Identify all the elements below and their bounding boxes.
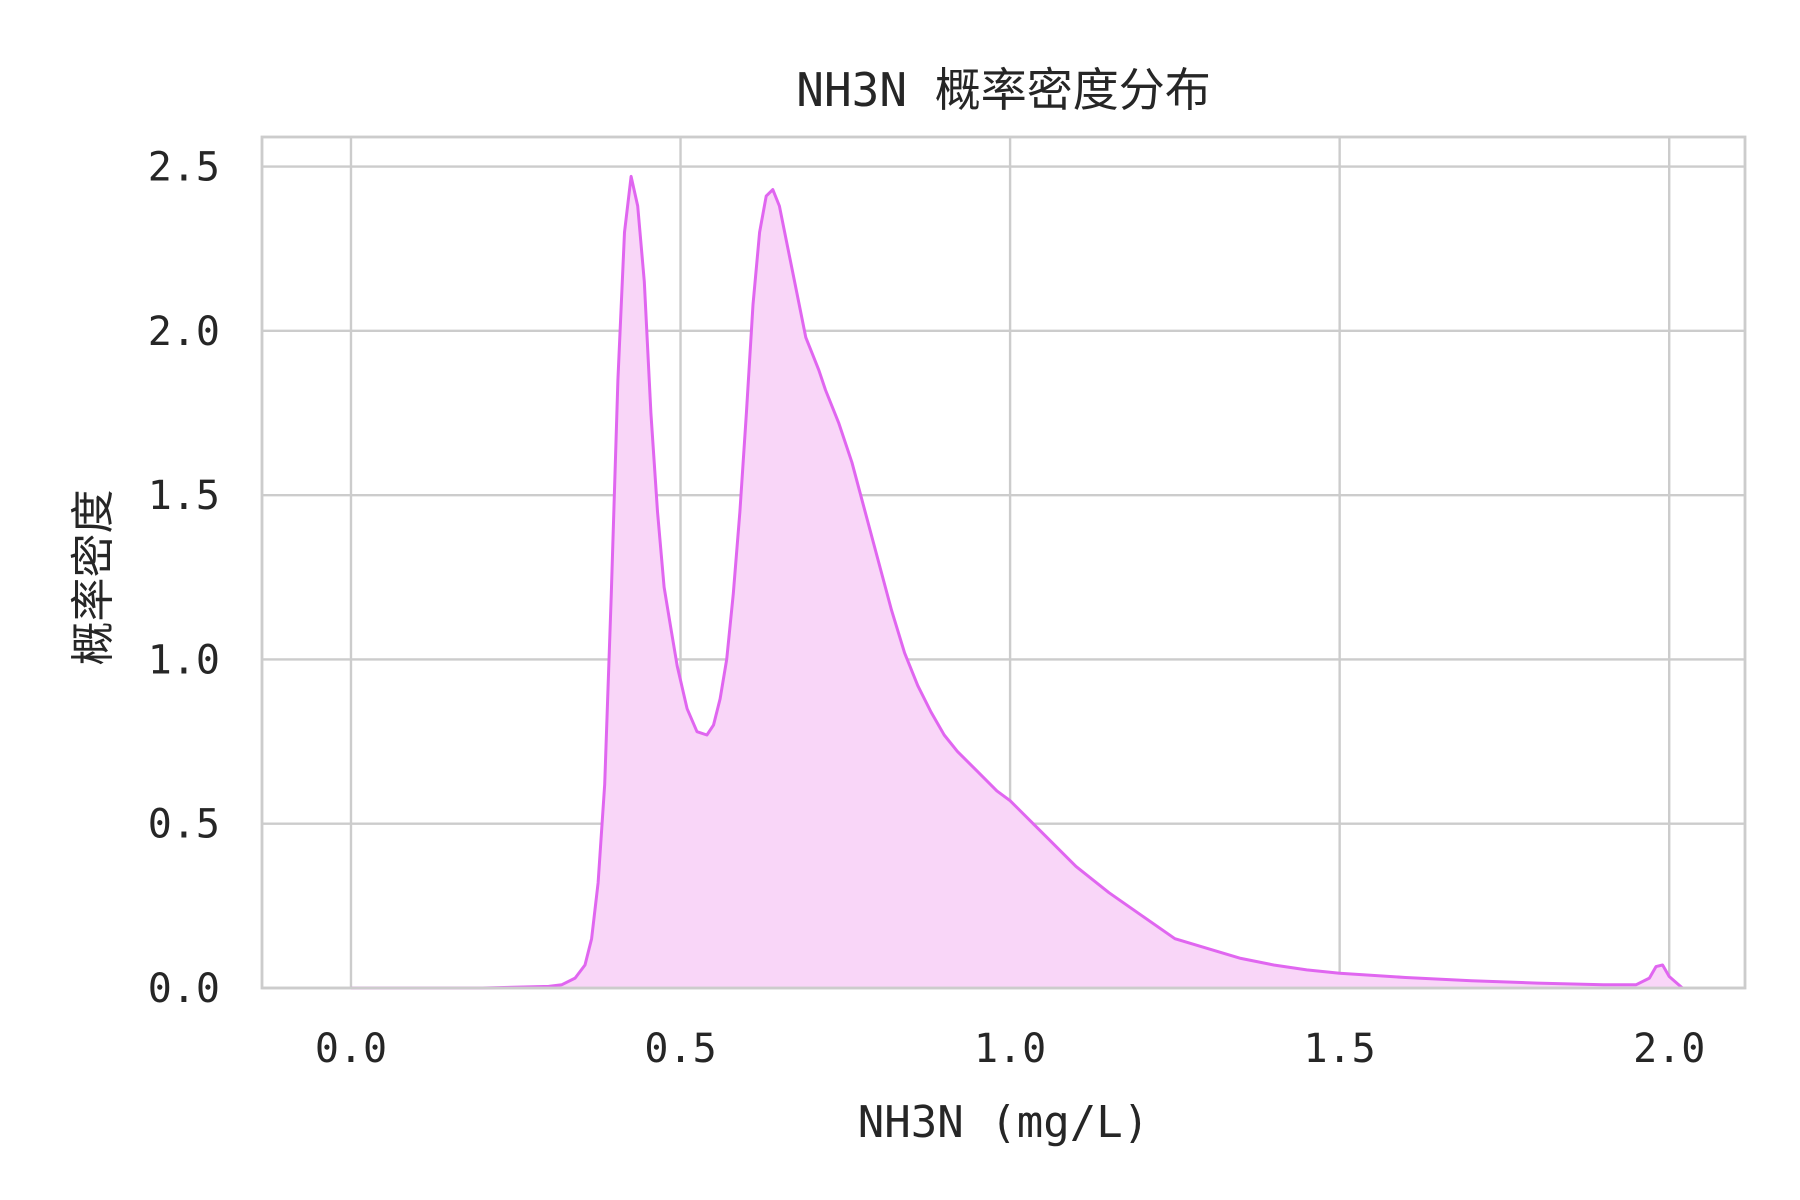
- y-tick-label: 0.5: [148, 802, 220, 848]
- series-layer: [351, 174, 1684, 990]
- chart-title: NH3N 概率密度分布: [796, 63, 1210, 117]
- y-tick-label: 1.0: [148, 637, 220, 683]
- y-axis-title: 概率密度: [68, 490, 119, 666]
- x-tick-label: 2.0: [1633, 1026, 1705, 1072]
- x-axis-title: NH3N (mg/L): [858, 1097, 1149, 1148]
- y-tick-label: 1.5: [148, 473, 220, 519]
- x-tick-label: 1.0: [974, 1026, 1046, 1072]
- y-tick-label: 0.0: [148, 966, 220, 1012]
- y-tick-label: 2.0: [148, 309, 220, 355]
- density-line: [351, 174, 1684, 990]
- y-tick-label: 2.5: [148, 145, 220, 191]
- y-axis-ticks: 0.0 0.5 1.0 1.5 2.0 2.5: [148, 145, 220, 1012]
- plot-frame: [260, 135, 1747, 990]
- density-area: [351, 176, 1683, 988]
- x-tick-label: 0.0: [315, 1026, 387, 1072]
- x-axis-ticks: 0.0 0.5 1.0 1.5 2.0: [315, 1026, 1705, 1072]
- x-tick-label: 1.5: [1304, 1026, 1376, 1072]
- x-tick-label: 0.5: [644, 1026, 716, 1072]
